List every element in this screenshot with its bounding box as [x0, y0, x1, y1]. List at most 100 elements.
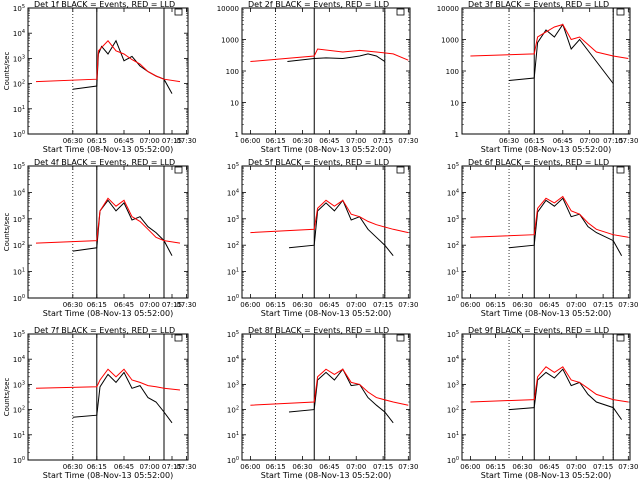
panel-3: Det 3f BLACK = Events, RED = LLD 1 10 100 10…	[437, 0, 639, 154]
x-tick-label: 07:15	[162, 137, 182, 145]
x-tick-label: 06:30	[63, 301, 83, 309]
panel-title: Det 3f BLACK = Events, RED = LLD	[468, 0, 609, 9]
panel-9: Det 9f BLACK = Events, RED = LLD 100 101 10…	[447, 326, 639, 480]
y-tick-label: 104	[227, 355, 239, 364]
y-tick-label: 102	[447, 241, 459, 250]
x-tick-label: 06:15	[87, 137, 107, 145]
x-tick-label: 06:45	[539, 463, 559, 471]
x-tick-label: 07:30	[176, 137, 196, 145]
y-tick-label: 102	[227, 406, 239, 415]
plot-frame	[27, 333, 189, 461]
y-tick-label: 102	[13, 80, 25, 89]
y-tick-label: 1	[235, 131, 239, 139]
x-tick-label: 07:30	[618, 463, 638, 471]
y-tick-label: 102	[13, 406, 25, 415]
x-tick-label: 07:15	[373, 463, 393, 471]
legend-box	[396, 8, 405, 16]
y-tick-label: 1000	[221, 37, 239, 45]
lld-series	[470, 195, 629, 238]
y-tick-label: 100	[446, 68, 459, 76]
panel-5: Det 5f BLACK = Events, RED = LLD 100 101 10…	[227, 158, 419, 318]
y-tick-label: 100	[13, 456, 25, 465]
x-tick-label: 06:30	[63, 463, 83, 471]
x-tick-label: 07:30	[176, 301, 196, 309]
events-series	[288, 368, 394, 424]
y-tick-label: 103	[447, 215, 459, 224]
x-tick-label: 06:30	[292, 137, 312, 145]
x-tick-label: 07:15	[373, 137, 393, 145]
x-tick-label: 07:30	[618, 301, 638, 309]
panel-title: Det 1f BLACK = Events, RED = LLD	[34, 0, 175, 9]
x-tick-label: 06:15	[87, 463, 107, 471]
x-tick-label: 06:30	[292, 301, 312, 309]
panel-2: Det 2f BLACK = Events, RED = LLD 1 10 100 10…	[217, 0, 419, 154]
plot-frame	[461, 165, 631, 299]
x-tick-label: 07:15	[162, 301, 182, 309]
x-tick-label: 06:15	[266, 301, 286, 309]
y-tick-label: 101	[447, 268, 459, 277]
lld-series	[35, 40, 181, 83]
lld-series	[470, 366, 629, 403]
x-tick-label: 06:45	[553, 137, 573, 145]
panel-title: Det 4f BLACK = Events, RED = LLD	[34, 158, 175, 167]
y-tick-label: 101	[13, 268, 25, 277]
y-tick-label: 104	[447, 188, 459, 197]
y-tick-label: 100	[13, 130, 25, 139]
x-tick-label: 06:30	[512, 463, 532, 471]
panel-title: Det 5f BLACK = Events, RED = LLD	[248, 158, 389, 167]
x-tick-label: 07:30	[398, 463, 418, 471]
x-tick-label: 07:00	[346, 301, 366, 309]
x-tick-label: 06:15	[266, 137, 286, 145]
x-axis-label: Start Time (08-Nov-13 05:52:00)	[261, 145, 391, 154]
y-tick-label: 105	[13, 330, 25, 339]
panel-1: Det 1f BLACK = Events, RED = LLD 100 101 10…	[3, 0, 196, 154]
y-axis-label: Counts/sec	[3, 52, 11, 91]
y-tick-label: 105	[227, 330, 239, 339]
y-tick-label: 104	[227, 188, 239, 197]
y-tick-label: 10000	[217, 5, 239, 13]
y-tick-label: 100	[227, 456, 239, 465]
events-series	[72, 39, 173, 94]
y-tick-label: 102	[227, 241, 239, 250]
events-series	[72, 371, 173, 424]
legend-box	[174, 8, 183, 16]
y-tick-label: 103	[13, 215, 25, 224]
x-tick-label: 07:00	[140, 301, 160, 309]
events-series	[508, 197, 623, 256]
y-tick-label: 10000	[437, 5, 459, 13]
y-tick-label: 104	[13, 188, 25, 197]
x-tick-label: 06:00	[460, 463, 480, 471]
x-tick-label: 06:15	[266, 463, 286, 471]
y-tick-label: 104	[447, 355, 459, 364]
x-tick-label: 07:15	[162, 463, 182, 471]
panel-8: Det 8f BLACK = Events, RED = LLD 100 101 10…	[227, 326, 419, 480]
events-series	[508, 23, 614, 84]
legend-box	[616, 166, 625, 174]
panel-7: Det 7f BLACK = Events, RED = LLD 100 101 10…	[3, 326, 196, 480]
y-tick-label: 101	[227, 431, 239, 440]
y-tick-label: 105	[447, 162, 459, 171]
lld-series	[35, 197, 181, 244]
lld-series	[250, 199, 409, 234]
y-tick-label: 100	[226, 68, 239, 76]
plot-frame	[461, 7, 631, 135]
y-axis-label: Counts/sec	[3, 213, 11, 252]
y-tick-label: 1000	[441, 37, 459, 45]
x-tick-label: 06:15	[486, 463, 506, 471]
y-tick-label: 105	[13, 162, 25, 171]
x-tick-label: 07:00	[346, 137, 366, 145]
events-series	[287, 53, 386, 62]
events-series	[508, 368, 623, 420]
y-tick-label: 10	[230, 100, 239, 108]
lld-series	[470, 23, 629, 59]
y-tick-label: 100	[447, 456, 459, 465]
legend-box	[174, 334, 183, 342]
x-tick-label: 06:45	[319, 301, 339, 309]
x-tick-label: 06:45	[539, 301, 559, 309]
panel-6: Det 6f BLACK = Events, RED = LLD 100 101 10…	[447, 158, 639, 318]
y-tick-label: 103	[447, 380, 459, 389]
x-tick-label: 06:45	[114, 137, 134, 145]
y-tick-label: 100	[13, 294, 25, 303]
x-axis-label: Start Time (08-Nov-13 05:52:00)	[261, 309, 391, 318]
